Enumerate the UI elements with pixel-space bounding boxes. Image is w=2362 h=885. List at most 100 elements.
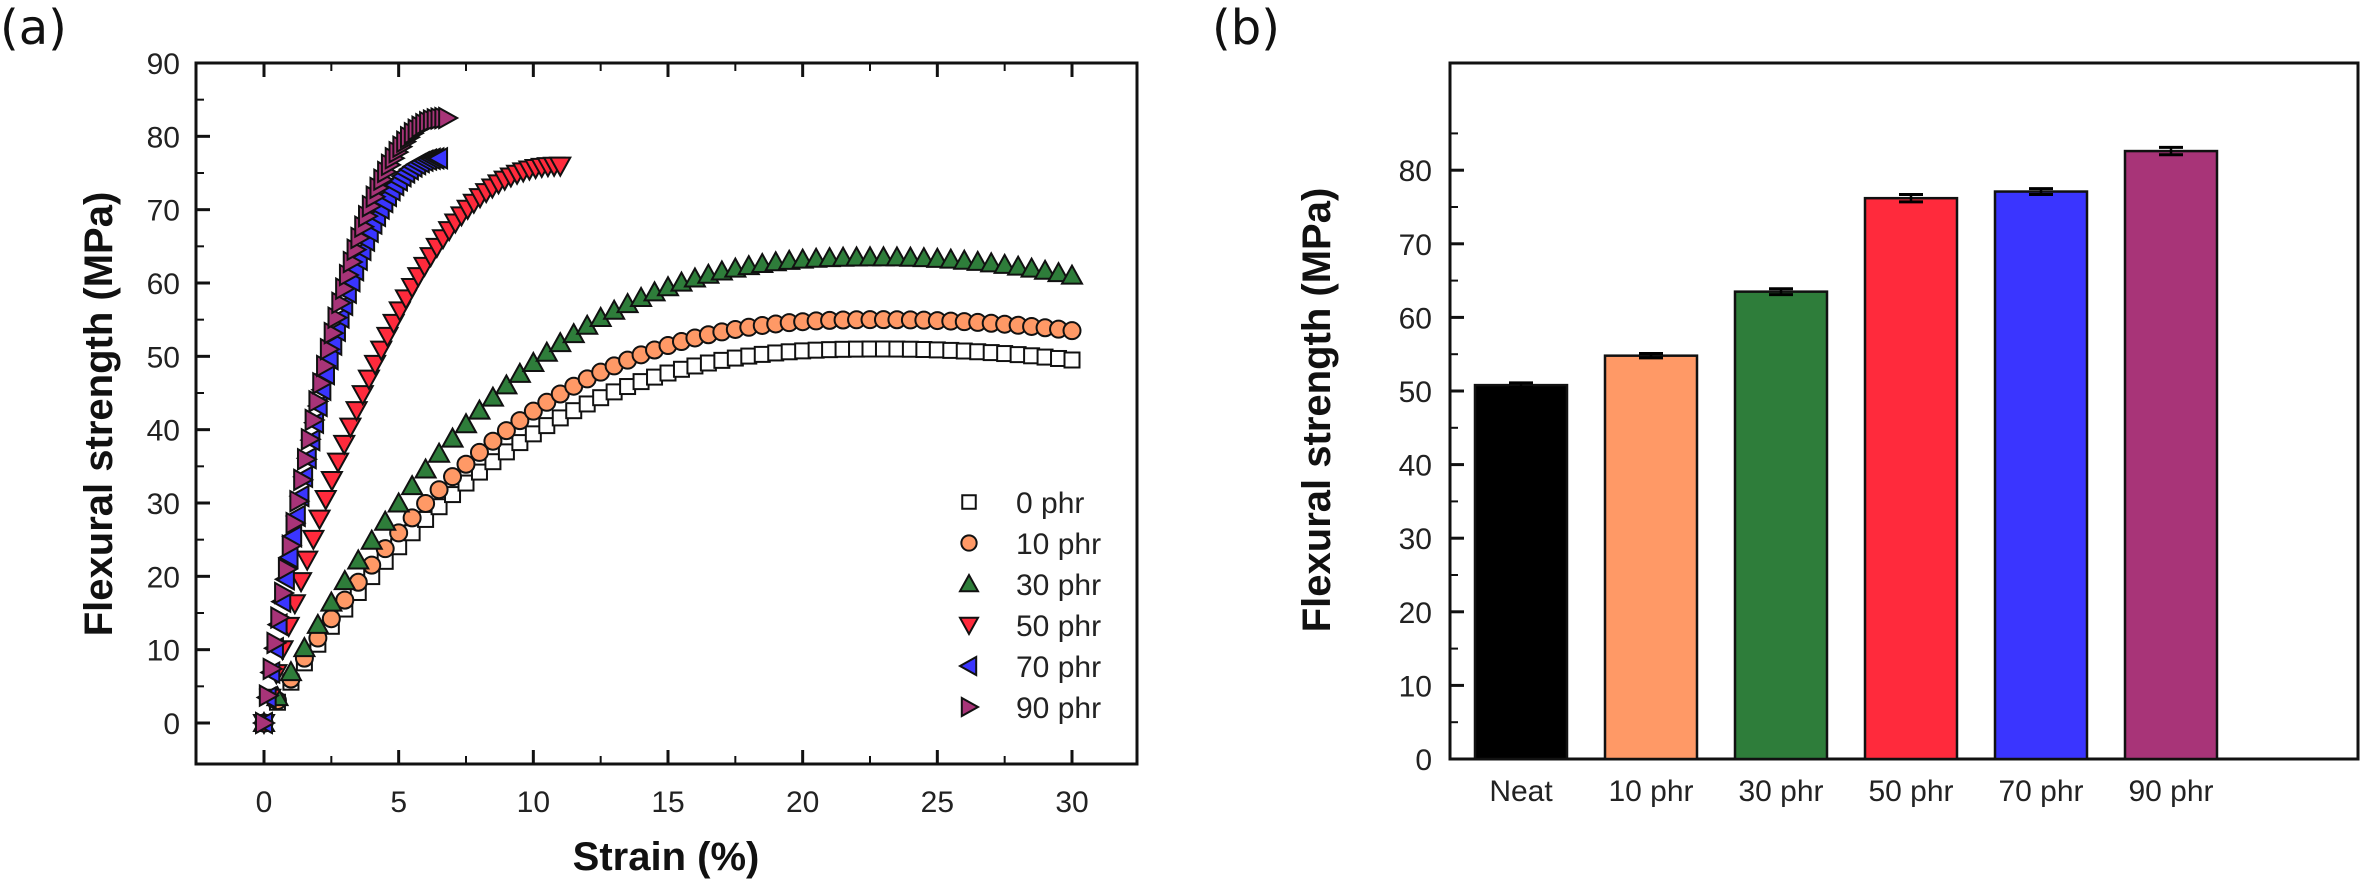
data-point xyxy=(321,609,341,629)
y-tick-label: 70 xyxy=(1399,229,1432,262)
y-tick-label: 40 xyxy=(147,415,180,448)
data-point xyxy=(301,529,326,551)
data-point xyxy=(511,434,529,452)
series-30-phr xyxy=(252,245,1084,732)
bar-group-90-phr: 90 phr xyxy=(2123,145,2219,808)
y-tick-label: 30 xyxy=(147,488,180,521)
data-point xyxy=(470,463,488,481)
chart-b-bars: Neat 10 phr 30 phr 50 phr 70 phr 90 phr xyxy=(1473,145,2219,808)
panel-b-label: (b) xyxy=(1212,0,1280,56)
panel-a-label: (a) xyxy=(0,0,67,56)
data-point xyxy=(992,252,1017,274)
bar xyxy=(1473,383,1569,761)
y-tick-label: 90 xyxy=(147,48,180,81)
legend-label: 10 phr xyxy=(1016,528,1101,561)
chart-b-ticks: 0 10 20 30 40 50 60 70 80 xyxy=(1399,132,1464,777)
data-point xyxy=(292,636,317,658)
bar-group-10-phr: 10 phr xyxy=(1603,351,1699,808)
data-point xyxy=(1006,254,1030,276)
data-point xyxy=(319,590,344,612)
x-tick-label: 15 xyxy=(651,786,684,819)
data-point xyxy=(1033,258,1057,280)
data-point xyxy=(308,389,330,414)
data-point xyxy=(496,421,516,441)
x-tick-label: 25 xyxy=(921,786,954,819)
data-point xyxy=(481,385,505,407)
data-point xyxy=(258,683,280,708)
data-point xyxy=(255,711,277,735)
bar-group-Neat: Neat xyxy=(1473,381,1569,808)
data-point xyxy=(360,528,384,550)
bar xyxy=(1603,354,1699,761)
y-tick-label: 80 xyxy=(1399,155,1432,188)
data-point xyxy=(416,493,436,513)
data-point xyxy=(1063,351,1081,369)
x-tick-label: 5 xyxy=(390,786,407,819)
y-tick-label: 20 xyxy=(1399,597,1432,630)
chart-b-bar: 0 10 20 30 40 50 60 70 80 Neat 10 phr 30 phr 50 phr… xyxy=(1295,61,2360,808)
data-point xyxy=(314,490,338,512)
data-point xyxy=(413,457,438,479)
data-point xyxy=(966,249,990,271)
data-point xyxy=(277,557,299,581)
x-tick-label: 10 xyxy=(517,786,550,819)
y-tick-label: 10 xyxy=(1399,670,1432,703)
data-point xyxy=(521,350,546,372)
data-point xyxy=(510,411,530,431)
data-point xyxy=(438,106,460,130)
data-point xyxy=(402,508,422,528)
x-category-label: 70 phr xyxy=(1998,775,2083,808)
data-point xyxy=(1062,321,1082,341)
series-0-phr xyxy=(255,340,1081,732)
bar xyxy=(1993,190,2089,761)
data-point xyxy=(443,467,463,487)
data-point xyxy=(293,468,315,492)
data-point xyxy=(296,447,319,471)
data-point xyxy=(484,453,502,471)
data-point xyxy=(1060,263,1084,285)
data-point xyxy=(300,427,322,451)
bar-group-30-phr: 30 phr xyxy=(1733,287,1829,808)
data-point xyxy=(508,361,532,383)
x-category-label: 50 phr xyxy=(1868,775,1953,808)
series-90-phr xyxy=(255,106,460,735)
y-tick-label: 60 xyxy=(1399,302,1432,335)
y-tick-label: 30 xyxy=(1399,523,1432,556)
data-point xyxy=(351,385,375,407)
x-category-label: 90 phr xyxy=(2128,775,2213,808)
data-point xyxy=(454,412,478,434)
bar-group-50-phr: 50 phr xyxy=(1863,192,1959,808)
data-point xyxy=(289,489,311,513)
data-point xyxy=(1046,261,1071,283)
data-point xyxy=(456,454,476,474)
data-point xyxy=(316,354,338,378)
chart-a-legend: 0 phr 10 phr 30 phr 50 phr 70 phr 90 phr xyxy=(957,487,1101,725)
data-point xyxy=(467,398,492,420)
data-point xyxy=(369,340,393,362)
legend-label: 30 phr xyxy=(1016,569,1101,602)
y-tick-label: 10 xyxy=(147,635,180,668)
legend-label: 90 phr xyxy=(1016,692,1101,725)
data-point xyxy=(295,550,319,572)
y-tick-label: 70 xyxy=(147,195,180,228)
bar-group-70-phr: 70 phr xyxy=(1993,187,2089,808)
x-tick-label: 20 xyxy=(786,786,819,819)
data-point xyxy=(497,443,515,461)
data-point xyxy=(346,548,370,570)
data-point xyxy=(332,434,356,456)
y-tick-label: 60 xyxy=(147,268,180,301)
data-point xyxy=(357,369,381,391)
data-point xyxy=(537,392,557,412)
data-point xyxy=(307,509,332,531)
data-point xyxy=(262,657,284,681)
bar xyxy=(1733,290,1829,761)
x-tick-label: 30 xyxy=(1055,786,1088,819)
data-point xyxy=(1019,256,1044,278)
y-tick-label: 20 xyxy=(147,561,180,594)
data-point xyxy=(306,612,330,634)
data-point xyxy=(386,491,411,513)
data-point xyxy=(326,452,350,474)
data-point xyxy=(338,417,363,439)
data-point xyxy=(312,371,334,396)
